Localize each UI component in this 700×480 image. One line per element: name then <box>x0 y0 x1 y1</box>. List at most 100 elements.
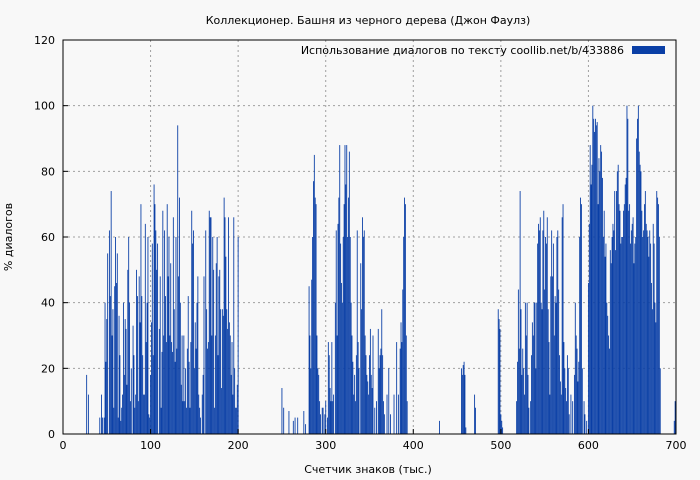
bar <box>316 335 318 434</box>
bar <box>606 302 608 434</box>
bar <box>183 335 185 434</box>
bar <box>176 348 178 434</box>
bar <box>232 394 234 434</box>
bar <box>228 217 229 434</box>
bar <box>638 151 640 434</box>
bar <box>566 401 567 434</box>
bar <box>208 210 210 434</box>
bar <box>531 355 532 434</box>
bar <box>634 243 636 434</box>
bar <box>178 276 180 434</box>
bar <box>108 230 110 434</box>
bar <box>229 335 231 434</box>
y-tick-label: 20 <box>41 362 55 375</box>
bar <box>357 342 359 434</box>
bar <box>544 289 546 434</box>
bar <box>223 197 225 434</box>
bar <box>651 282 652 434</box>
bar <box>502 427 504 434</box>
bar <box>639 164 641 434</box>
bar <box>621 237 623 434</box>
bar <box>580 204 582 434</box>
bar <box>305 424 307 434</box>
bar <box>563 342 565 434</box>
bar <box>595 125 597 435</box>
bar <box>339 145 341 434</box>
bar <box>103 417 105 434</box>
x-tick-label: 400 <box>403 439 424 452</box>
bar <box>161 351 163 434</box>
chart-title: Коллекционер. Башня из черного дерева (Д… <box>206 14 531 27</box>
bar <box>171 342 173 434</box>
bar <box>570 394 572 434</box>
bar <box>142 355 144 434</box>
bar <box>227 328 229 434</box>
bar <box>221 388 222 434</box>
bar <box>622 237 624 434</box>
bar <box>386 394 388 434</box>
bar <box>146 302 148 434</box>
bar <box>630 243 631 434</box>
bar <box>308 286 310 434</box>
bar <box>107 253 109 434</box>
bar <box>189 407 191 434</box>
bar <box>214 407 215 434</box>
bar <box>536 302 538 434</box>
bar <box>137 401 139 434</box>
bar <box>518 348 520 434</box>
bar <box>219 269 221 434</box>
bar <box>633 263 635 434</box>
bar <box>635 237 637 434</box>
y-tick-label: 120 <box>34 34 55 47</box>
bar <box>322 407 324 434</box>
bar <box>559 381 561 434</box>
bar <box>137 296 138 434</box>
bar <box>540 302 542 434</box>
bar <box>545 243 547 434</box>
bar <box>609 348 610 434</box>
bar <box>524 302 526 434</box>
bar <box>195 348 197 434</box>
bar <box>153 184 155 434</box>
bar <box>119 355 121 434</box>
bar <box>377 328 379 434</box>
bar <box>592 105 594 435</box>
bar <box>566 355 568 434</box>
bar <box>396 342 398 434</box>
bar <box>358 368 360 434</box>
bar <box>332 401 334 434</box>
bar <box>116 253 118 434</box>
bar <box>616 171 618 434</box>
bar <box>347 237 349 434</box>
bar <box>125 328 127 434</box>
bar <box>105 361 107 434</box>
bar <box>352 361 354 434</box>
bar <box>552 276 553 434</box>
bar <box>87 394 89 434</box>
bar <box>211 335 213 434</box>
bar <box>165 342 167 434</box>
bar <box>158 328 160 434</box>
bar <box>542 230 544 434</box>
bar <box>650 243 652 434</box>
bar <box>656 191 658 434</box>
bar <box>349 237 351 434</box>
bar <box>309 335 311 434</box>
bar <box>637 118 638 435</box>
bar <box>205 230 207 434</box>
bar <box>341 302 343 434</box>
bar <box>151 322 152 434</box>
bar <box>202 374 204 434</box>
bar <box>559 355 560 434</box>
bar <box>159 276 161 434</box>
bar <box>498 319 500 434</box>
bar <box>532 335 534 434</box>
bar <box>141 296 143 434</box>
bar <box>439 420 440 434</box>
bar <box>355 355 357 434</box>
bar <box>522 348 524 434</box>
bar <box>369 355 370 434</box>
bar <box>184 401 186 434</box>
bar <box>637 105 639 435</box>
bar <box>157 243 159 434</box>
